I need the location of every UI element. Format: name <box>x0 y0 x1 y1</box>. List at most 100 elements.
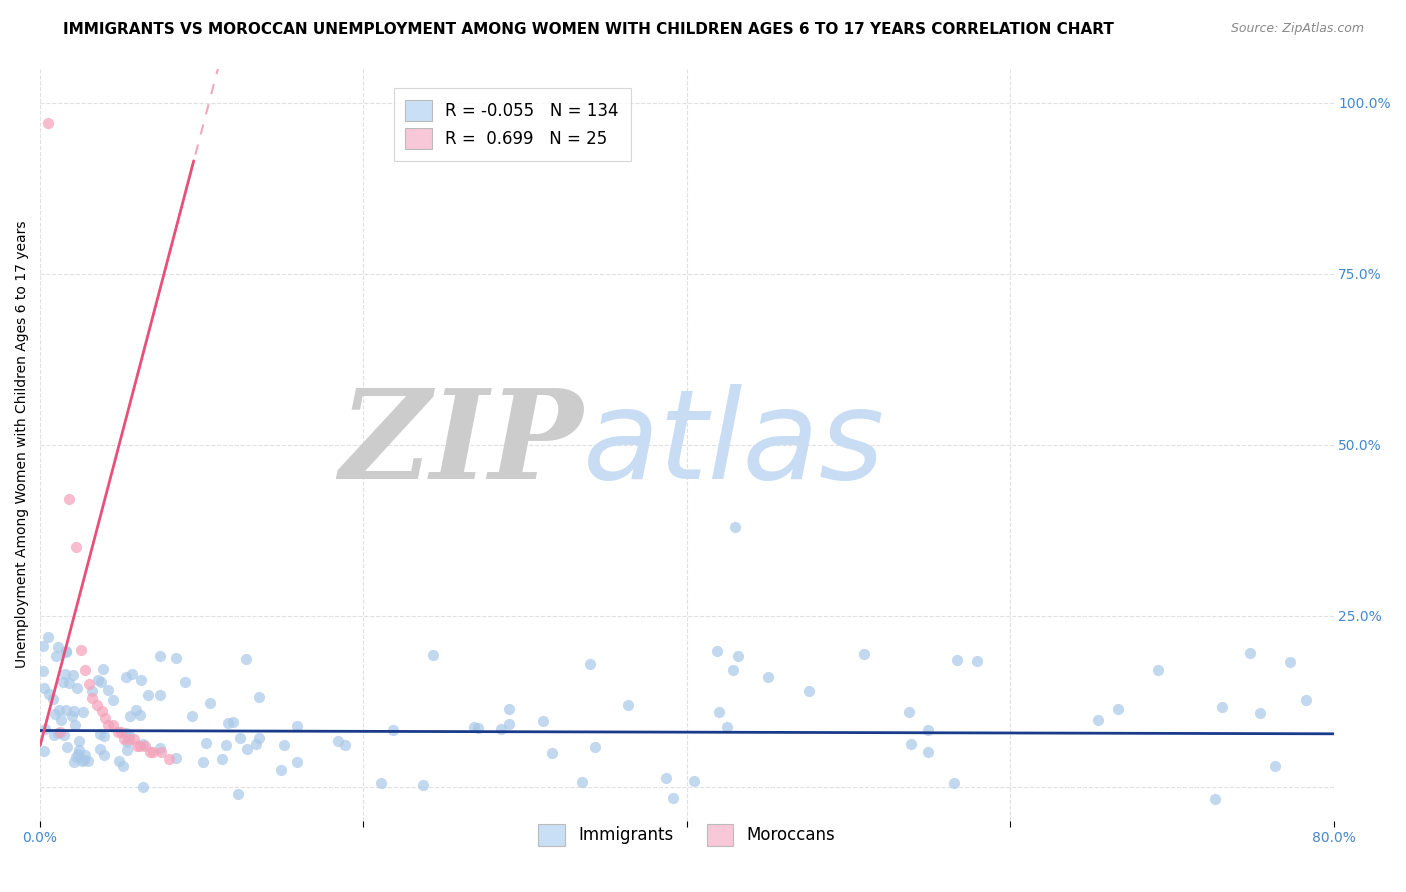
Point <box>63 718 86 732</box>
Point <box>756 670 779 684</box>
Point <box>139 746 162 760</box>
Point <box>966 654 988 668</box>
Point <box>174 675 197 690</box>
Point <box>42 728 65 742</box>
Point <box>101 718 124 732</box>
Point <box>129 739 152 753</box>
Point <box>93 729 115 743</box>
Point <box>129 673 152 687</box>
Point <box>48 725 70 739</box>
Point <box>87 673 110 687</box>
Point <box>198 696 221 710</box>
Point <box>180 709 202 723</box>
Point <box>46 726 69 740</box>
Point <box>107 754 129 768</box>
Point <box>136 688 159 702</box>
Point <box>1279 656 1302 670</box>
Point <box>121 666 143 681</box>
Point <box>115 670 138 684</box>
Point <box>77 677 100 691</box>
Point <box>38 687 60 701</box>
Point <box>900 737 922 751</box>
Point <box>32 744 55 758</box>
Point <box>159 752 181 766</box>
Point <box>797 684 820 698</box>
Point <box>1295 692 1317 706</box>
Point <box>370 776 392 790</box>
Point <box>107 725 129 739</box>
Point <box>52 675 75 690</box>
Point <box>1249 706 1271 720</box>
Point <box>51 713 73 727</box>
Point <box>583 739 606 754</box>
Point <box>235 742 257 756</box>
Point <box>55 703 77 717</box>
Point <box>73 753 96 767</box>
Point <box>67 742 90 756</box>
Point <box>122 731 145 746</box>
Point <box>114 725 136 739</box>
Point <box>45 649 67 664</box>
Point <box>247 731 270 746</box>
Point <box>270 763 292 777</box>
Point <box>32 639 55 653</box>
Point <box>62 668 84 682</box>
Point <box>422 648 444 662</box>
Text: IMMIGRANTS VS MOROCCAN UNEMPLOYMENT AMONG WOMEN WITH CHILDREN AGES 6 TO 17 YEARS: IMMIGRANTS VS MOROCCAN UNEMPLOYMENT AMON… <box>63 22 1114 37</box>
Point <box>69 734 91 748</box>
Point <box>285 719 308 733</box>
Point <box>149 741 172 756</box>
Point <box>129 707 152 722</box>
Point <box>247 690 270 704</box>
Point <box>235 652 257 666</box>
Point <box>127 739 149 753</box>
Point <box>52 728 75 742</box>
Point <box>37 630 59 644</box>
Point <box>326 734 349 748</box>
Point <box>80 684 103 698</box>
Point <box>115 734 138 748</box>
Point <box>897 706 920 720</box>
Point <box>72 706 94 720</box>
Point <box>917 745 939 759</box>
Point <box>55 645 77 659</box>
Point <box>498 702 520 716</box>
Point <box>1239 646 1261 660</box>
Point <box>287 755 309 769</box>
Point <box>617 698 640 713</box>
Point <box>44 706 66 721</box>
Point <box>1264 759 1286 773</box>
Point <box>97 683 120 698</box>
Point <box>721 663 744 677</box>
Text: atlas: atlas <box>583 384 886 505</box>
Point <box>571 774 593 789</box>
Point <box>578 657 600 672</box>
Point <box>89 742 111 756</box>
Point <box>75 748 97 763</box>
Point <box>80 690 103 705</box>
Point <box>93 747 115 762</box>
Point <box>149 688 172 702</box>
Point <box>531 714 554 728</box>
Point <box>75 664 97 678</box>
Point <box>191 756 214 770</box>
Point <box>273 738 295 752</box>
Point <box>112 731 135 746</box>
Point <box>89 726 111 740</box>
Point <box>110 725 132 739</box>
Point <box>134 739 156 753</box>
Point <box>65 540 87 554</box>
Point <box>65 749 87 764</box>
Point <box>727 649 749 664</box>
Point <box>412 778 434 792</box>
Point <box>195 736 218 750</box>
Point <box>1107 702 1129 716</box>
Point <box>132 780 155 794</box>
Point <box>58 676 80 690</box>
Point <box>125 703 148 717</box>
Point <box>60 708 83 723</box>
Point <box>541 746 564 760</box>
Point <box>149 648 172 663</box>
Point <box>56 740 79 755</box>
Point <box>215 738 238 752</box>
